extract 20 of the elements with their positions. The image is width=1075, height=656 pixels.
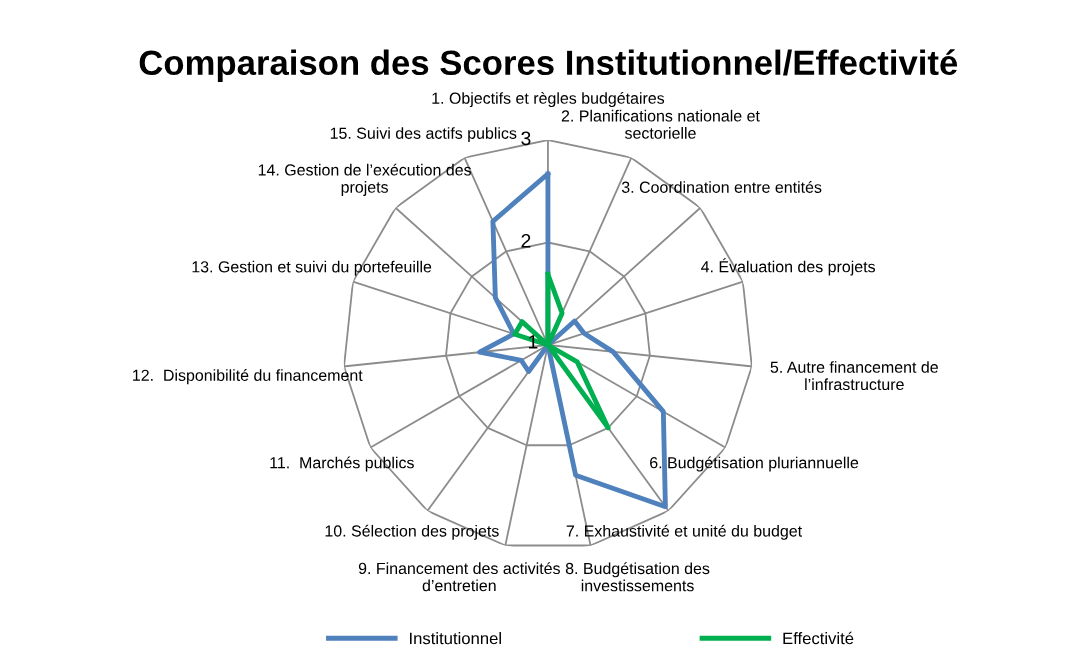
spoke-label: 12. Disponibilité du financement xyxy=(133,369,363,385)
spoke-label: 4. Évaluation des projets xyxy=(701,258,875,276)
spoke-label: 8. Budgétisation des investissements xyxy=(565,562,710,592)
legend-label: Institutionnel xyxy=(410,632,501,645)
spoke-label: 6. Budgétisation pluriannuelle xyxy=(650,456,859,472)
spoke-label: 1. Objectifs et règles budgétaires xyxy=(432,91,665,108)
y-tick-label: 2 xyxy=(521,233,531,248)
spoke-label: 10. Sélection des projets xyxy=(325,524,499,540)
spoke-label: 14. Gestion de l’exécution des projets xyxy=(258,163,472,196)
spoke-label: 9. Financement des activités d’entretien xyxy=(358,562,560,592)
spoke-label: 11. Marchés publics xyxy=(270,456,414,472)
spoke-label: 5. Autre financement de l’infrastructure xyxy=(770,361,938,391)
spoke-label: 7. Exhaustivité et unité du budget xyxy=(566,524,802,540)
spoke-label: 13. Gestion et suivi du portefeuille xyxy=(192,260,432,276)
spoke-label: 2. Planifications nationale et sectorielle xyxy=(561,109,760,139)
spoke-label: 3. Coordination entre entités xyxy=(621,180,822,193)
y-tick-label: 3 xyxy=(521,131,531,146)
spoke-label: 15. Suivi des actifs publics xyxy=(330,127,517,143)
legend-label: Effectivité xyxy=(783,631,854,645)
chart-title: Comparaison des Scores Institutionnel/Effectivité xyxy=(139,49,958,82)
